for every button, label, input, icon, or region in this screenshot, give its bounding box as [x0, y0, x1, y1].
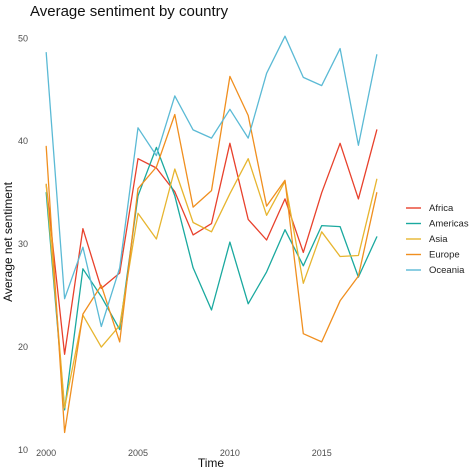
y-tick-label: 10: [18, 445, 28, 455]
y-tick-label: 50: [18, 33, 28, 43]
y-axis-ticks: 10 20 30 40 50: [18, 33, 28, 455]
legend-label-europe: Europe: [429, 250, 460, 261]
y-tick-label: 30: [18, 239, 28, 249]
series-line-europe: [45, 75, 378, 434]
x-tick-label: 2005: [128, 448, 148, 458]
legend-label-oceania: Oceania: [429, 265, 465, 276]
series-line-africa: [45, 129, 378, 355]
y-tick-label: 40: [18, 136, 28, 146]
x-tick-label: 2010: [220, 448, 240, 458]
series-line-oceania: [45, 35, 378, 328]
legend-label-asia: Asia: [429, 234, 448, 245]
legend: Africa Americas Asia Europe Oceania: [406, 203, 469, 276]
x-tick-label: 2015: [312, 448, 332, 458]
x-axis-title: Time: [198, 456, 225, 470]
chart-title: Average sentiment by country: [30, 3, 229, 20]
x-axis-ticks: 2000 2005 2010 2015: [36, 448, 332, 458]
series-line-americas: [45, 146, 378, 411]
series-line-asia: [45, 158, 378, 409]
y-tick-label: 20: [18, 342, 28, 352]
legend-label-americas: Americas: [429, 219, 469, 230]
x-tick-label: 2000: [36, 448, 56, 458]
y-axis-title: Average net sentiment: [1, 181, 15, 302]
legend-label-africa: Africa: [429, 203, 454, 214]
plot-area: [45, 35, 378, 434]
